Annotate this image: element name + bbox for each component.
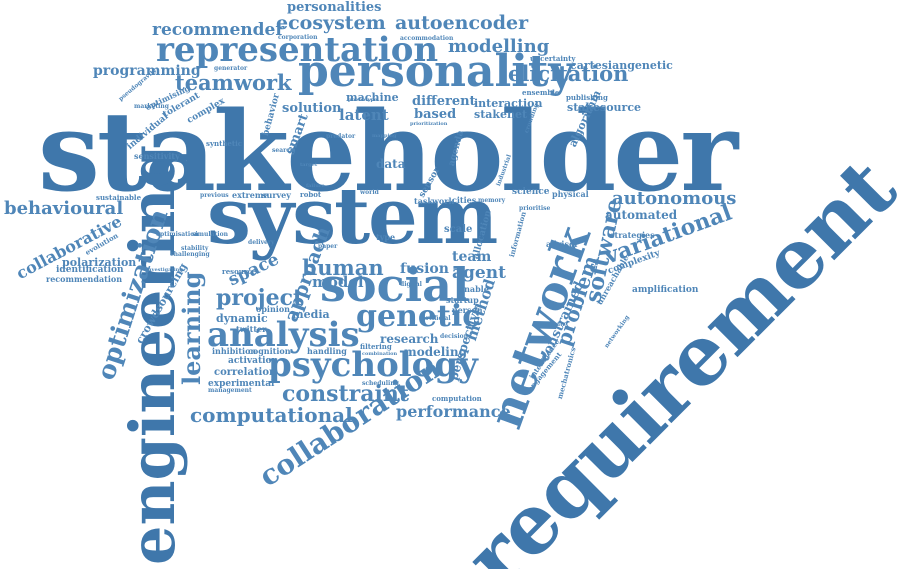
word-stakenet: stakenet (474, 109, 527, 120)
word-startup: startup (446, 296, 479, 304)
word-recommender: recommender (152, 22, 284, 39)
word-accommodation: accommodation (400, 36, 453, 42)
word-amplification: amplification (632, 286, 698, 295)
word-synthetic: synthetic (206, 140, 242, 147)
word-phenotype: phenotype (348, 98, 377, 103)
word-combination: combination (362, 352, 397, 357)
word-filtering: filtering (360, 343, 392, 350)
word-computational: computational (190, 405, 353, 425)
word-mapping: mapping (372, 134, 397, 139)
word-artificial: artificial (422, 316, 451, 322)
word-predator: predator (326, 134, 355, 140)
word-fusion: fusion (400, 262, 449, 276)
word-dynamic: dynamic (216, 313, 268, 324)
word-previous: previous (200, 193, 229, 199)
word-twitter: twitter (236, 325, 266, 333)
word-digital: digital (400, 282, 422, 288)
word-delivery: delivery (248, 240, 275, 246)
word-activation: activation (228, 357, 278, 366)
word-enable: enable (459, 285, 489, 293)
word-type: type (376, 233, 395, 241)
word-based: based (414, 108, 456, 121)
word-task: task (414, 197, 433, 205)
word-scheduling: scheduling (362, 381, 399, 387)
word-opinion: opinion (256, 305, 290, 313)
word-generator: generator (214, 66, 247, 72)
word-recommendation: recommendation (46, 275, 122, 283)
word-decision: decision (440, 334, 468, 340)
word-automated: automated (605, 209, 677, 221)
word-agent: agent (452, 265, 506, 282)
word-physical: physical (552, 190, 589, 198)
word-resource: resource (222, 268, 256, 275)
word-advisor: advisor (546, 240, 579, 248)
word-simulation: simulation (192, 232, 228, 238)
word-data: data (376, 158, 405, 170)
word-correlation: correlation (214, 368, 276, 378)
word-different: different (412, 95, 476, 108)
word-autonomous: autonomous (612, 190, 736, 208)
word-target: target (300, 163, 317, 168)
word-search: search (272, 148, 294, 154)
word-personalities: personalities (287, 1, 382, 14)
word-sustainable: sustainable (96, 194, 141, 201)
word-publishing: publishing (566, 94, 608, 101)
word-sensitivity: sensitivity (134, 152, 180, 160)
word-ensemble: ensemble (522, 89, 559, 96)
word-networking: networking (604, 315, 631, 350)
word-performance: performance (396, 404, 511, 420)
word-computation: computation (432, 395, 482, 402)
word-work: work (432, 197, 454, 205)
word-corporation: corporation (278, 35, 317, 41)
word-person: person (452, 306, 483, 314)
word-latent: latent (339, 108, 389, 123)
word-uncertainty: uncertainty (530, 55, 575, 62)
word-strategies: strategies (610, 231, 655, 239)
word-stability: stability (181, 246, 208, 252)
word-prioritization: prioritization (410, 122, 447, 127)
word-stakesource: stakesource (567, 102, 641, 113)
word-handling: handling (307, 347, 347, 355)
word-scale: scale (444, 225, 472, 235)
word-failure: failure (306, 184, 325, 189)
word-management: management (208, 388, 252, 394)
word-cities: cities (452, 196, 476, 204)
word-world: world (360, 190, 379, 196)
word-behavioural: behavioural (4, 200, 123, 218)
word-robot: robot (300, 191, 321, 198)
word-investigating: investigating (146, 268, 183, 273)
word-cognition: cognition (248, 347, 291, 355)
word-challenging: challenging (170, 252, 210, 258)
word-memory: memory (478, 198, 505, 204)
word-learning: learning (180, 272, 204, 385)
word-ecosystem: ecosystem (276, 14, 386, 33)
word-information: information (508, 211, 527, 258)
word-favourable: favourable (536, 323, 566, 328)
word-science: science (512, 188, 549, 197)
word-solution: solution (282, 102, 341, 115)
word-autoencoder: autoencoder (395, 14, 528, 33)
word-marketing: marketing (134, 104, 169, 110)
word-media: media (292, 309, 330, 320)
word-extreme: extreme (232, 191, 268, 199)
word-paper: paper (318, 244, 337, 250)
word-model: model (312, 275, 364, 290)
word-cartesiangenetic: cartesiangenetic (570, 60, 673, 71)
